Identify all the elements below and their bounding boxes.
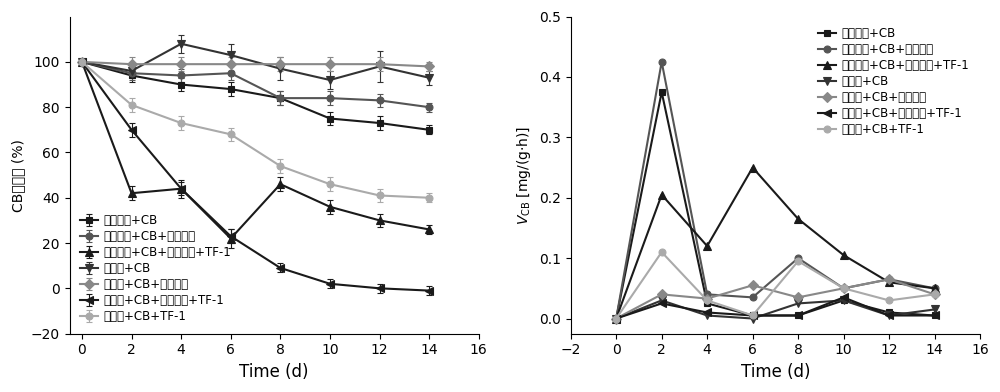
灯菌土+CB: [610, 316, 622, 321]
非灯菌土+CB+柠橄酸钓+TF-1: [929, 286, 941, 291]
非灯菌土+CB+柠橄酸钓: [838, 286, 850, 291]
非灯菌土+CB+柠橄酸钓+TF-1: [610, 316, 622, 321]
灯菌土+CB+柠橄酸钓+TF-1: [701, 310, 713, 315]
灯菌土+CB+TF-1: [701, 298, 713, 303]
灯菌土+CB+柠橄酸钓+TF-1: [929, 313, 941, 318]
Legend: 非灯菌土+CB, 非灯菌土+CB+柠橄酸钓, 非灯菌土+CB+柠橄酸钓+TF-1, 灯菌土+CB, 灯菌土+CB+柠橄酸钓, 灯菌土+CB+柠橄酸钓+TF-1,: 非灯菌土+CB, 非灯菌土+CB+柠橄酸钓, 非灯菌土+CB+柠橄酸钓+TF-1…: [75, 210, 236, 328]
灯菌土+CB+柠橄酸钓: [792, 295, 804, 300]
灯菌土+CB+柠橄酸钓: [701, 296, 713, 301]
灯菌土+CB+TF-1: [929, 292, 941, 297]
灯菌土+CB+柠橄酸钓+TF-1: [792, 313, 804, 318]
灯菌土+CB: [747, 316, 759, 321]
非灯菌土+CB+柠橄酸钓: [610, 316, 622, 321]
X-axis label: Time (d): Time (d): [239, 363, 309, 381]
灯菌土+CB: [656, 298, 668, 303]
灯菌土+CB+TF-1: [792, 259, 804, 263]
灯菌土+CB+TF-1: [747, 313, 759, 318]
非灯菌土+CB+柠橄酸钓: [929, 286, 941, 291]
非灯菌土+CB+柠橄酸钓: [747, 295, 759, 300]
灯菌土+CB: [883, 313, 895, 318]
灯菌土+CB+柠橄酸钓+TF-1: [656, 301, 668, 306]
Y-axis label: $V_{\mathrm{CB}}$ [mg/(g·h)]: $V_{\mathrm{CB}}$ [mg/(g·h)]: [515, 125, 533, 225]
Line: 灯菌土+CB+TF-1: 灯菌土+CB+TF-1: [613, 249, 938, 322]
非灯菌土+CB+柠橄酸钓: [792, 256, 804, 261]
Line: 非灯菌土+CB+柠橄酸钓+TF-1: 非灯菌土+CB+柠橄酸钓+TF-1: [612, 163, 939, 323]
非灯菌土+CB+柠橄酸钓+TF-1: [838, 253, 850, 258]
灯菌土+CB: [701, 313, 713, 318]
灯菌土+CB+柠橄酸钓+TF-1: [747, 313, 759, 318]
灯菌土+CB+柠橄酸钓: [929, 292, 941, 297]
非灯菌土+CB+柠橄酸钓: [883, 277, 895, 281]
灯菌土+CB+TF-1: [656, 250, 668, 254]
非灯菌土+CB+柠橄酸钓: [656, 60, 668, 64]
灯菌土+CB: [838, 298, 850, 303]
非灯菌土+CB: [747, 313, 759, 318]
非灯菌土+CB+柠橄酸钓+TF-1: [747, 165, 759, 170]
非灯菌土+CB+柠橄酸钓+TF-1: [701, 244, 713, 249]
灯菌土+CB+TF-1: [838, 286, 850, 291]
非灯菌土+CB: [929, 313, 941, 318]
灯菌土+CB: [792, 301, 804, 306]
灯菌土+CB+柠橄酸钓: [883, 277, 895, 281]
灯菌土+CB+TF-1: [610, 316, 622, 321]
非灯菌土+CB+柠橄酸钓+TF-1: [883, 280, 895, 285]
灯菌土+CB+柠橄酸钓: [838, 286, 850, 291]
Line: 灯菌土+CB: 灯菌土+CB: [612, 296, 939, 323]
非灯菌土+CB: [792, 313, 804, 318]
Line: 非灯菌土+CB: 非灯菌土+CB: [613, 89, 938, 322]
Legend: 非灯菌土+CB, 非灯菌土+CB+柠橄酸钓, 非灯菌土+CB+柠橄酸钓+TF-1, 灯菌土+CB, 灯菌土+CB+柠橄酸钓, 灯菌土+CB+柠橄酸钓+TF-1,: 非灯菌土+CB, 非灯菌土+CB+柠橄酸钓, 非灯菌土+CB+柠橄酸钓+TF-1…: [813, 22, 974, 141]
X-axis label: Time (d): Time (d): [741, 363, 810, 381]
Line: 非灯菌土+CB+柠橄酸钓: 非灯菌土+CB+柠橄酸钓: [613, 58, 938, 322]
非灯菌土+CB+柠橄酸钓+TF-1: [792, 216, 804, 221]
非灯菌土+CB: [701, 301, 713, 306]
Line: 灯菌土+CB+柠橄酸钓+TF-1: 灯菌土+CB+柠橄酸钓+TF-1: [612, 293, 939, 323]
灯菌土+CB+TF-1: [883, 298, 895, 303]
非灯菌土+CB: [838, 298, 850, 303]
Y-axis label: CB剂余率 (%): CB剂余率 (%): [11, 139, 25, 212]
Line: 灯菌土+CB+柠橄酸钓: 灯菌土+CB+柠橄酸钓: [613, 276, 938, 322]
非灯菌土+CB: [656, 90, 668, 94]
灯菌土+CB: [929, 307, 941, 312]
灯菌土+CB+柠橄酸钓+TF-1: [838, 295, 850, 300]
灯菌土+CB+柠橄酸钓: [610, 316, 622, 321]
非灯菌土+CB: [610, 316, 622, 321]
灯菌土+CB+柠橄酸钓: [747, 283, 759, 288]
非灯菌土+CB+柠橄酸钓: [701, 292, 713, 297]
非灯菌土+CB: [883, 310, 895, 315]
灯菌土+CB+柠橄酸钓: [656, 292, 668, 297]
灯菌土+CB+柠橄酸钓+TF-1: [883, 313, 895, 318]
非灯菌土+CB+柠橄酸钓+TF-1: [656, 192, 668, 197]
灯菌土+CB+柠橄酸钓+TF-1: [610, 316, 622, 321]
